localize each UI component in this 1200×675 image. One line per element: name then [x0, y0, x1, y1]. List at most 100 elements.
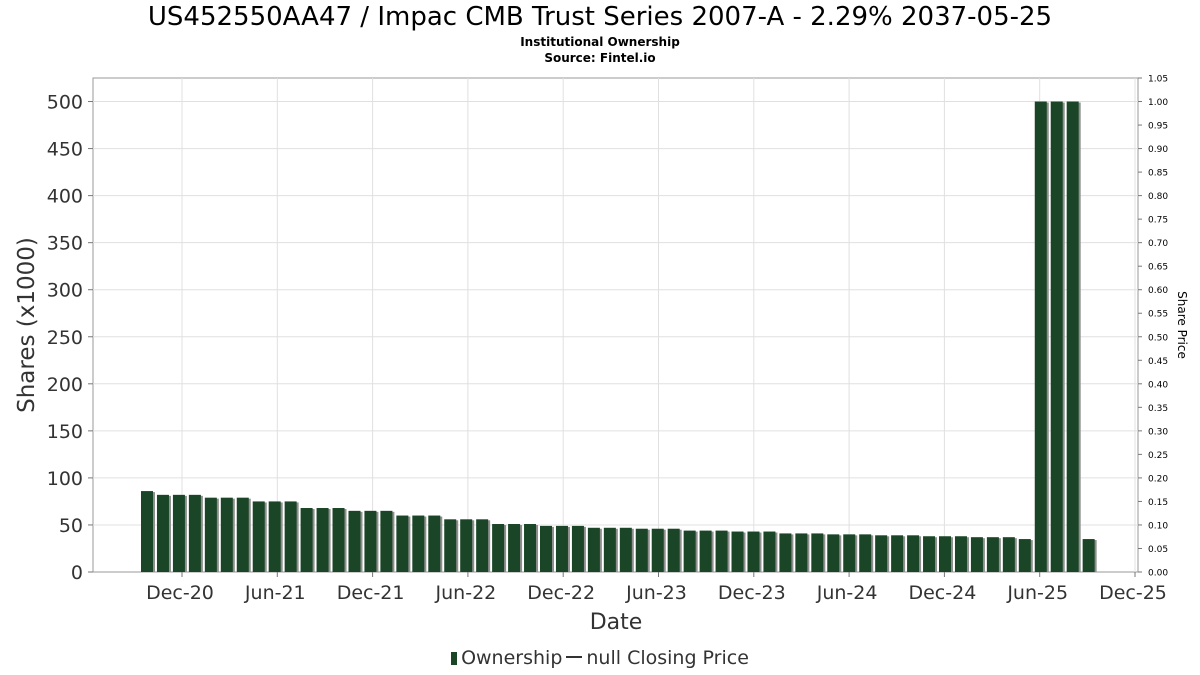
y-tick-label: 450: [47, 139, 83, 161]
ownership-bar: [699, 530, 712, 572]
ownership-bar: [1034, 101, 1047, 573]
y2-tick-label: 0.55: [1148, 310, 1168, 320]
x-tick-label: Dec-21: [337, 582, 405, 604]
ownership-bar: [412, 515, 425, 572]
y2-tick-label: 0.50: [1148, 333, 1168, 343]
y2-tick-label: 0.85: [1148, 169, 1168, 179]
y2-tick-label: 0.80: [1148, 192, 1168, 202]
ownership-bar: [1018, 539, 1031, 572]
price-legend-label: null Closing Price: [586, 647, 749, 669]
ownership-bar: [603, 527, 616, 572]
chart-title: US452550AA47 / Impac CMB Trust Series 20…: [147, 2, 1053, 32]
ownership-bar: [316, 508, 329, 572]
y2-tick-label: 0.60: [1148, 286, 1168, 296]
ownership-bar: [204, 497, 217, 572]
x-tick-label: Jun-23: [625, 582, 687, 604]
y-tick-label: 300: [47, 280, 83, 302]
ownership-bar: [476, 519, 489, 572]
ownership-bar: [811, 533, 824, 572]
ownership-bar: [555, 525, 568, 572]
ownership-bar: [587, 527, 600, 572]
y2-tick-label: 0.10: [1148, 521, 1168, 531]
ownership-bar: [715, 530, 728, 572]
ownership-bar: [954, 536, 967, 572]
ownership-legend-swatch: [451, 652, 458, 665]
ownership-bar: [1066, 101, 1079, 573]
ownership-bar: [156, 494, 169, 572]
x-tick-label: Jun-21: [244, 582, 306, 604]
ownership-bar: [970, 537, 983, 572]
x-tick-label: Jun-22: [435, 582, 497, 604]
y2-tick-label: 0.40: [1148, 380, 1168, 390]
y2-axis-title: Share Price: [1175, 291, 1189, 359]
y-tick-label: 250: [47, 327, 83, 349]
y-tick-label: 150: [47, 421, 83, 443]
ownership-bar: [396, 515, 409, 572]
ownership-bar: [524, 524, 537, 572]
y2-tick-label: 0.75: [1148, 216, 1168, 226]
ownership-bar: [875, 535, 888, 572]
ownership-bar: [827, 534, 840, 572]
x-tick-label: Dec-24: [908, 582, 976, 604]
ownership-bar: [428, 515, 441, 572]
y2-tick-label: 0.25: [1148, 451, 1168, 461]
ownership-bar: [236, 497, 249, 572]
ownership-bar: [683, 530, 696, 572]
y2-tick-label: 0.20: [1148, 474, 1168, 484]
ownership-bar: [364, 510, 377, 572]
ownership-bar: [763, 531, 776, 572]
y-tick-label: 400: [47, 186, 83, 208]
y-axis-title: Shares (x1000): [14, 237, 40, 413]
ownership-bar: [731, 531, 744, 572]
ownership-bar: [1082, 539, 1095, 572]
ownership-bar: [923, 536, 936, 572]
chart-legend: Ownership null Closing Price: [0, 647, 1200, 669]
ownership-bar: [747, 531, 760, 572]
y2-tick-label: 1.00: [1148, 98, 1168, 108]
y-tick-label: 500: [47, 92, 83, 114]
y2-tick-label: 0.35: [1148, 404, 1168, 414]
price-legend-swatch: [566, 656, 583, 658]
y2-tick-label: 1.05: [1148, 75, 1168, 85]
y2-tick-label: 0.45: [1148, 357, 1168, 367]
ownership-bar: [380, 510, 393, 572]
y2-tick-label: 0.65: [1148, 263, 1168, 273]
y2-tick-label: 0.95: [1148, 122, 1168, 132]
ownership-bar: [492, 524, 505, 572]
x-axis-title: Date: [590, 610, 643, 635]
ownership-bar: [300, 508, 313, 572]
x-tick-label: Jun-25: [1006, 582, 1068, 604]
ownership-bar: [1050, 101, 1063, 573]
chart-subtitle: Institutional Ownership: [520, 35, 680, 49]
ownership-bar: [859, 534, 872, 572]
ownership-bar: [1002, 537, 1015, 572]
ownership-bar: [891, 535, 904, 572]
y2-tick-label: 0.05: [1148, 545, 1168, 555]
ownership-bar: [651, 528, 664, 572]
ownership-bar: [986, 537, 999, 572]
ownership-bar: [795, 533, 808, 572]
ownership-bar: [779, 533, 792, 572]
x-tick-label: Dec-25: [1099, 582, 1167, 604]
ownership-bar: [843, 534, 856, 572]
y2-tick-label: 0.70: [1148, 239, 1168, 249]
plot-area: [92, 77, 1139, 573]
ownership-bar: [252, 501, 265, 572]
ownership-bar: [444, 519, 457, 572]
ownership-bar: [348, 510, 361, 572]
ownership-bar: [635, 528, 648, 572]
ownership-bar: [268, 501, 281, 572]
ownership-bar: [540, 525, 552, 572]
y2-tick-label: 0.90: [1148, 145, 1168, 155]
x-tick-label: Jun-24: [816, 582, 878, 604]
ownership-bar: [571, 525, 584, 572]
chart-source: Source: Fintel.io: [544, 51, 656, 65]
ownership-bar: [939, 536, 951, 572]
ownership-legend-label: Ownership: [461, 647, 563, 669]
ownership-bar: [284, 501, 297, 572]
ownership-bar: [460, 519, 473, 572]
y-tick-label: 350: [47, 233, 83, 255]
y2-tick-label: 0.30: [1148, 427, 1168, 437]
ownership-bar: [907, 535, 920, 572]
